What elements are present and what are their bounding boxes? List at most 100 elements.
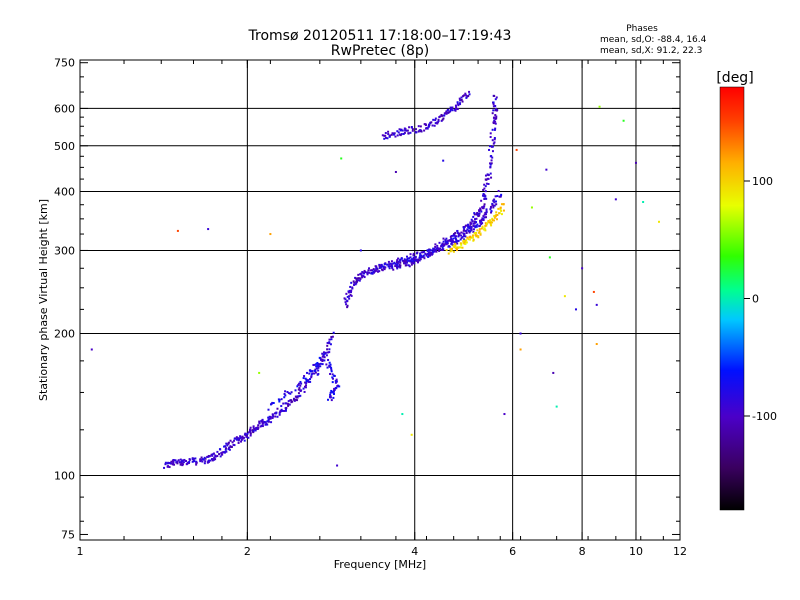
data-point	[349, 293, 352, 296]
data-point	[382, 267, 385, 270]
data-point	[484, 178, 487, 181]
y-axis-label: Stationary phase Virtual Height [km]	[37, 199, 50, 401]
data-point	[235, 438, 238, 441]
data-point	[354, 277, 357, 280]
data-point	[427, 255, 430, 258]
data-point	[657, 220, 660, 223]
data-point	[457, 246, 460, 249]
data-point	[475, 231, 478, 234]
data-point	[384, 131, 387, 134]
data-point	[233, 439, 236, 442]
data-point	[400, 133, 403, 136]
data-point	[298, 395, 301, 398]
data-point	[366, 271, 369, 274]
data-point	[303, 375, 306, 378]
data-point	[417, 258, 420, 261]
data-point	[427, 252, 430, 255]
data-point	[436, 122, 439, 125]
data-point	[428, 253, 431, 256]
data-point	[330, 370, 333, 373]
data-point	[406, 129, 409, 132]
data-point	[411, 260, 414, 263]
data-point	[185, 460, 188, 463]
data-point	[350, 294, 353, 297]
data-point	[493, 201, 496, 204]
data-point	[434, 122, 437, 125]
data-point	[280, 405, 283, 408]
data-point	[474, 226, 477, 229]
data-point	[457, 235, 460, 238]
data-point	[233, 444, 236, 447]
data-point	[375, 267, 378, 270]
data-point	[334, 381, 337, 384]
data-point	[480, 218, 483, 221]
data-point	[492, 103, 495, 106]
data-point	[193, 460, 196, 463]
data-point	[245, 435, 248, 438]
data-point	[389, 262, 392, 265]
data-point	[474, 218, 477, 221]
data-point	[438, 249, 441, 252]
data-point	[414, 128, 417, 131]
data-point	[335, 378, 338, 381]
data-point	[361, 276, 364, 279]
data-point	[441, 242, 444, 245]
data-point	[200, 459, 203, 462]
data-point	[345, 292, 348, 295]
data-point	[256, 426, 259, 429]
data-point	[379, 264, 382, 267]
data-point	[396, 134, 399, 137]
data-point	[488, 148, 491, 151]
data-point	[404, 264, 407, 267]
data-point	[252, 425, 255, 428]
data-point	[465, 231, 468, 234]
data-point	[490, 221, 493, 224]
data-point	[442, 159, 445, 162]
data-point	[488, 221, 491, 224]
data-point	[223, 451, 226, 454]
data-point	[216, 450, 219, 453]
data-point	[419, 252, 422, 255]
data-point	[236, 437, 239, 440]
data-point	[329, 391, 332, 394]
x-axis-label: Frequency [MHz]	[334, 558, 426, 571]
data-point	[173, 463, 176, 466]
data-point	[480, 220, 483, 223]
y-tick-label: 75	[61, 528, 75, 541]
data-point	[402, 132, 405, 135]
data-point	[381, 134, 384, 137]
data-point	[372, 268, 375, 271]
data-point	[459, 99, 462, 102]
data-point	[397, 131, 400, 134]
data-point	[284, 394, 287, 397]
data-point	[422, 255, 425, 258]
data-point	[329, 396, 332, 399]
data-point	[456, 229, 459, 232]
data-point	[334, 386, 337, 389]
data-point	[171, 459, 174, 462]
data-point	[491, 145, 494, 148]
data-point	[464, 241, 467, 244]
data-point	[378, 270, 381, 273]
data-point	[455, 239, 458, 242]
data-point	[328, 351, 331, 354]
data-point	[362, 275, 365, 278]
data-point	[489, 166, 492, 169]
data-point	[283, 392, 286, 395]
data-point	[363, 276, 366, 279]
data-point	[451, 109, 454, 112]
data-point	[186, 461, 189, 464]
data-point	[449, 240, 452, 243]
data-point	[263, 420, 266, 423]
y-tick-label: 500	[54, 140, 75, 153]
data-point	[434, 243, 437, 246]
data-point	[326, 348, 329, 351]
data-point	[388, 134, 391, 137]
data-point	[500, 203, 503, 206]
data-point	[415, 131, 418, 134]
data-point	[260, 424, 263, 427]
data-point	[483, 187, 486, 190]
data-point	[307, 379, 310, 382]
